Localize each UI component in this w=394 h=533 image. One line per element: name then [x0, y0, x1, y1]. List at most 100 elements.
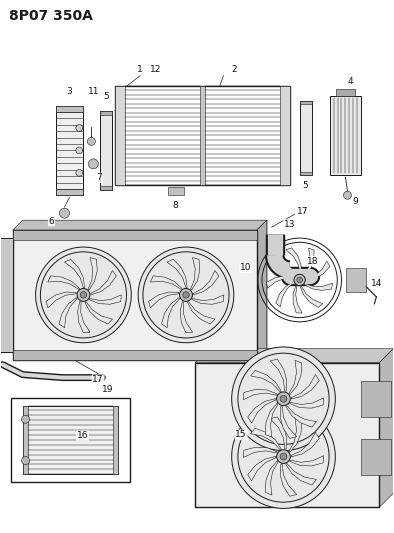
- Circle shape: [76, 147, 83, 154]
- Polygon shape: [191, 257, 200, 290]
- Bar: [209, 349, 393, 493]
- Bar: [280, 86, 290, 185]
- Text: 11: 11: [87, 87, 99, 96]
- Polygon shape: [48, 276, 80, 289]
- Polygon shape: [251, 370, 281, 392]
- Bar: [200, 86, 205, 185]
- Bar: [299, 101, 312, 104]
- Text: 13: 13: [284, 220, 296, 229]
- Bar: [11, 398, 130, 482]
- Circle shape: [80, 292, 87, 298]
- Polygon shape: [65, 259, 85, 287]
- Bar: [299, 101, 312, 175]
- Circle shape: [88, 159, 98, 169]
- Bar: [115, 86, 290, 185]
- Polygon shape: [188, 302, 215, 324]
- Polygon shape: [243, 447, 277, 457]
- Polygon shape: [289, 360, 302, 394]
- Bar: [0, 238, 13, 352]
- Polygon shape: [291, 432, 319, 457]
- Circle shape: [297, 277, 303, 283]
- Text: 18: 18: [307, 256, 318, 265]
- Bar: [329, 95, 361, 175]
- Polygon shape: [291, 375, 319, 399]
- Polygon shape: [270, 417, 287, 449]
- Circle shape: [232, 347, 335, 450]
- Bar: [113, 406, 118, 474]
- Text: 12: 12: [149, 65, 161, 74]
- Bar: [361, 381, 391, 417]
- Bar: [56, 189, 84, 195]
- Text: 10: 10: [240, 263, 252, 272]
- Circle shape: [294, 274, 305, 286]
- Polygon shape: [286, 464, 316, 485]
- Circle shape: [22, 415, 30, 423]
- Bar: [195, 362, 379, 507]
- Polygon shape: [305, 283, 333, 290]
- Text: 14: 14: [371, 279, 382, 288]
- Bar: [22, 406, 118, 474]
- Bar: [100, 110, 112, 190]
- Bar: [100, 110, 112, 115]
- Polygon shape: [251, 428, 281, 449]
- Polygon shape: [276, 282, 294, 307]
- Circle shape: [87, 138, 95, 146]
- Circle shape: [138, 247, 234, 343]
- Polygon shape: [192, 295, 224, 304]
- Polygon shape: [270, 261, 297, 274]
- Polygon shape: [267, 276, 294, 288]
- Bar: [299, 172, 312, 175]
- Polygon shape: [162, 297, 180, 328]
- Polygon shape: [286, 248, 301, 273]
- Polygon shape: [289, 418, 302, 452]
- Circle shape: [76, 125, 83, 131]
- Polygon shape: [248, 399, 276, 423]
- Text: 3: 3: [67, 87, 72, 96]
- Text: 17: 17: [92, 375, 104, 384]
- Circle shape: [59, 208, 69, 218]
- Circle shape: [180, 288, 192, 301]
- Polygon shape: [91, 270, 116, 295]
- Bar: [167, 187, 184, 195]
- Circle shape: [280, 453, 287, 460]
- Text: 16: 16: [77, 431, 88, 440]
- Bar: [56, 106, 84, 195]
- Polygon shape: [151, 276, 182, 289]
- Bar: [13, 230, 257, 240]
- Polygon shape: [180, 302, 193, 333]
- Polygon shape: [85, 302, 113, 324]
- Text: 19: 19: [102, 385, 113, 394]
- Polygon shape: [149, 292, 179, 308]
- Text: 7: 7: [97, 173, 102, 182]
- Polygon shape: [280, 464, 297, 496]
- Bar: [22, 406, 28, 474]
- Polygon shape: [300, 286, 323, 308]
- Text: 4: 4: [348, 77, 353, 86]
- Text: 8P07 350A: 8P07 350A: [9, 9, 93, 23]
- Bar: [336, 89, 355, 95]
- Polygon shape: [13, 220, 267, 230]
- Bar: [13, 350, 257, 360]
- Polygon shape: [304, 248, 314, 276]
- Circle shape: [183, 292, 189, 298]
- Circle shape: [35, 247, 131, 343]
- Bar: [56, 106, 84, 112]
- Circle shape: [76, 169, 83, 176]
- Bar: [22, 220, 267, 350]
- Polygon shape: [257, 220, 267, 360]
- Polygon shape: [286, 406, 316, 427]
- Text: 2: 2: [231, 65, 237, 74]
- Polygon shape: [193, 270, 219, 295]
- Bar: [361, 439, 391, 474]
- Text: 8: 8: [173, 201, 178, 209]
- Polygon shape: [59, 297, 77, 328]
- Text: 6: 6: [48, 216, 54, 225]
- Polygon shape: [280, 406, 297, 439]
- Polygon shape: [306, 261, 330, 280]
- Text: 1: 1: [138, 65, 143, 74]
- Polygon shape: [290, 456, 323, 466]
- Polygon shape: [270, 359, 287, 391]
- Bar: [346, 268, 366, 292]
- Polygon shape: [379, 349, 393, 507]
- Circle shape: [344, 191, 351, 199]
